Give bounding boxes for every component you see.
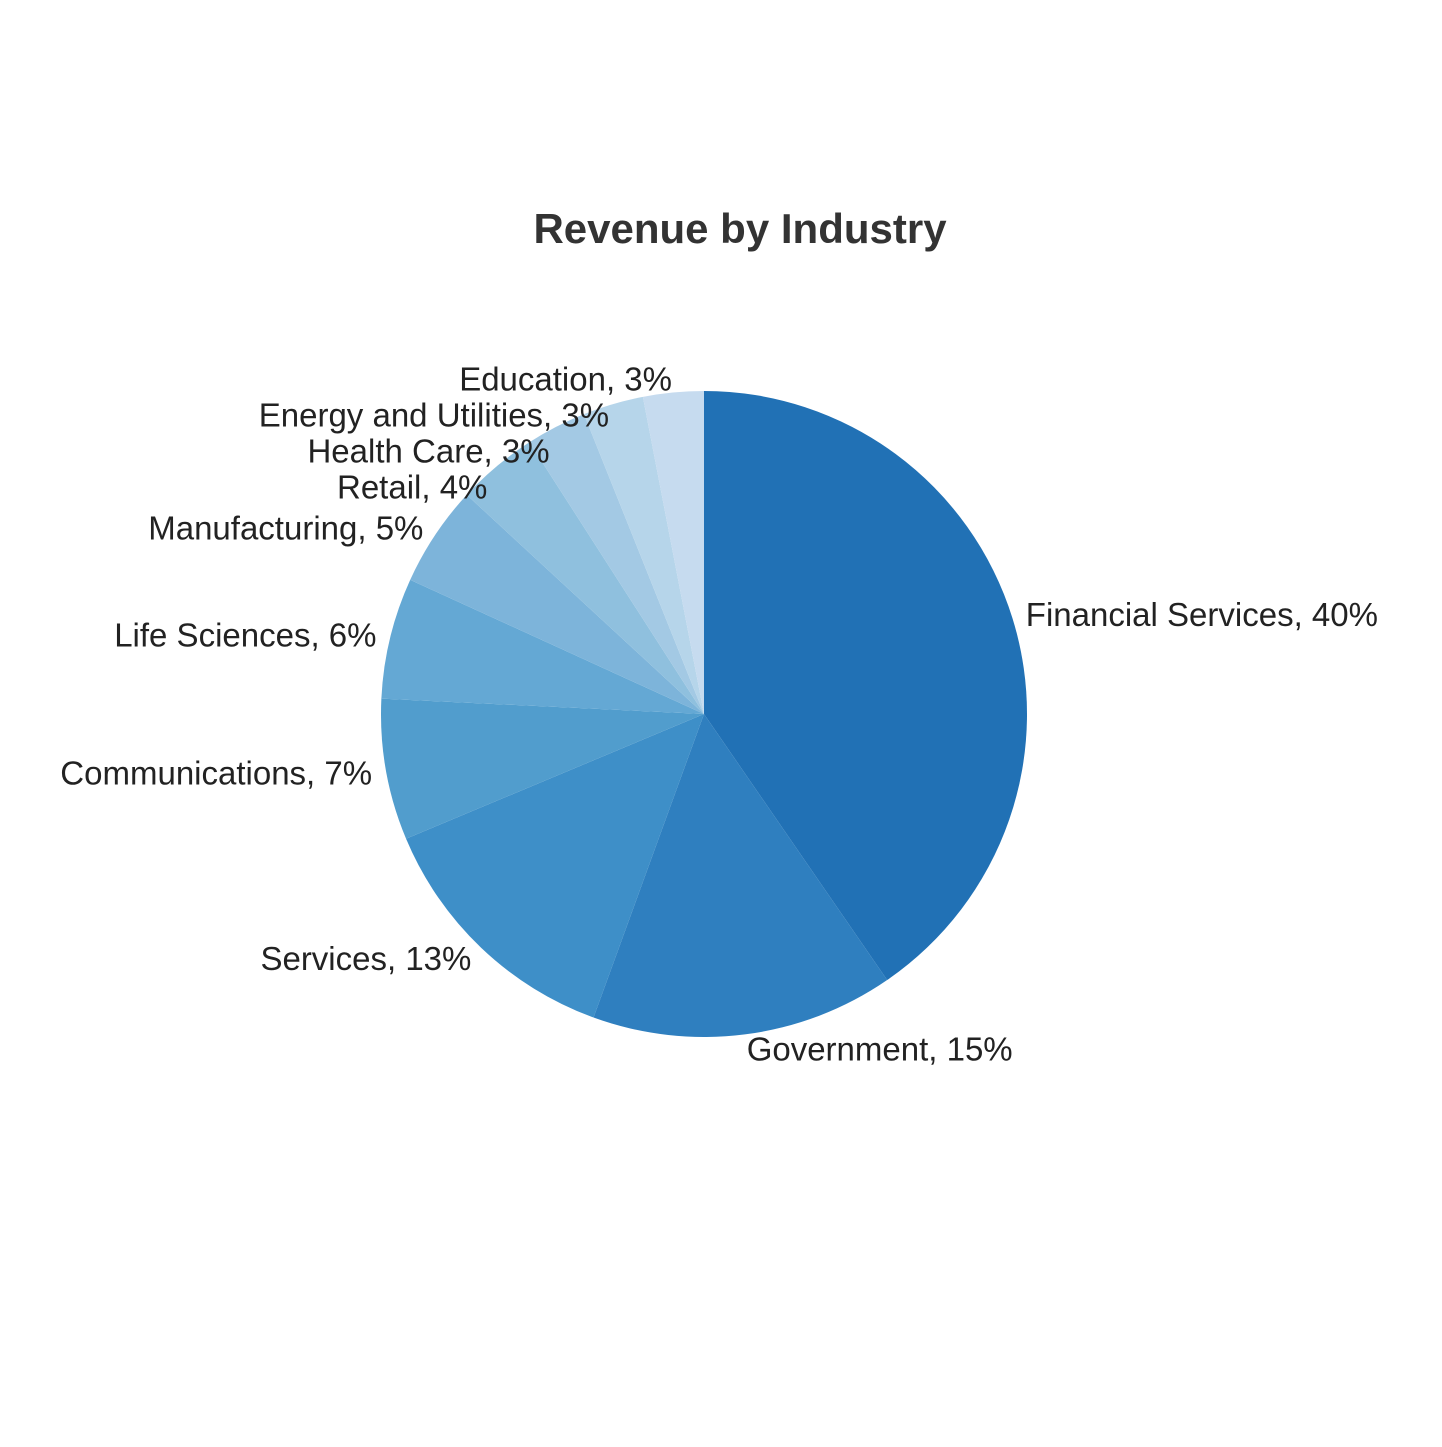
pie-label-life-sciences: Life Sciences, 6% [114,617,376,654]
pie-label-financial-services: Financial Services, 40% [1026,596,1378,633]
pie-label-communications: Communications, 7% [60,755,372,792]
pie-label-energy-and-utilities: Energy and Utilities, 3% [259,397,609,434]
pie-slice-government [593,714,888,1037]
pie-slice-life-sciences [381,579,704,714]
pie-label-education: Education, 3% [459,361,672,398]
pie-labels: Financial Services, 40% Government, 15% Se… [60,361,1378,1068]
chart-title: Revenue by Industry [533,205,947,252]
pie-label-government: Government, 15% [747,1030,1013,1067]
pie-slice-services [406,714,704,1018]
pie-slice-communications [381,698,704,839]
pie-slice-health-care [529,414,704,714]
pie-label-services: Services, 13% [260,940,471,977]
pie-slice-energy-and-utilities [583,396,704,714]
pie-slice-financial-services [704,390,1028,981]
pie-label-manufacturing: Manufacturing, 5% [148,509,423,546]
pie-slice-education [642,391,704,714]
pie-slices [381,390,1028,1037]
pie-label-health-care: Health Care, 3% [307,433,549,470]
pie-slice-retail [466,442,704,714]
pie-slice-manufacturing [410,494,704,714]
pie-label-retail: Retail, 4% [337,469,487,506]
